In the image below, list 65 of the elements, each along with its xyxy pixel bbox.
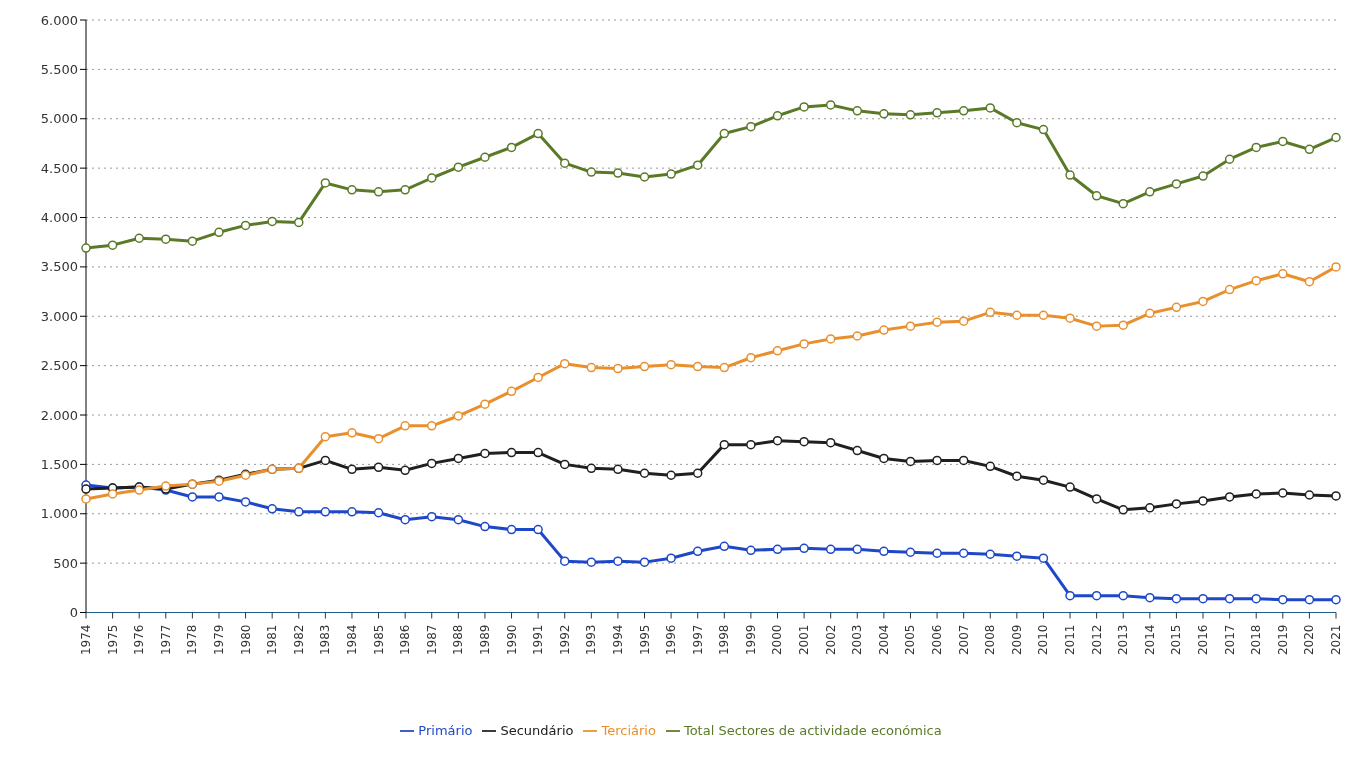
x-tick-label: 1991 [531, 624, 546, 656]
x-tick-label: 2011 [1063, 624, 1078, 656]
x-tick-label: 2012 [1089, 624, 1104, 656]
x-tick-label: 1983 [318, 624, 333, 656]
x-tick-label: 1988 [451, 624, 466, 656]
x-tick-label: 1974 [79, 624, 93, 656]
x-tick-label: 2018 [1249, 624, 1264, 656]
y-tick-label: 500 [53, 555, 78, 571]
y-tick-label: 1.000 [40, 506, 78, 522]
x-tick-label: 1979 [211, 624, 226, 656]
x-tick-label: 1999 [743, 624, 758, 656]
x-tick-label: 2009 [1009, 624, 1024, 656]
x-tick-label: 1986 [398, 624, 413, 656]
x-tick-label: 1994 [610, 624, 625, 656]
x-tick-label: 1985 [371, 624, 386, 656]
legend-label: Terciário [601, 722, 656, 738]
x-tick-label: 2007 [956, 624, 971, 656]
x-tick-label: 1980 [238, 624, 253, 656]
x-tick-label: 1990 [504, 624, 519, 656]
x-tick-label: 2001 [797, 624, 812, 656]
x-tick-label: 2006 [930, 624, 945, 656]
x-tick-label: 1995 [637, 624, 652, 656]
x-tick-label: 1975 [105, 624, 120, 656]
y-tick-label: 2.000 [40, 407, 78, 423]
x-tick-label: 2003 [850, 624, 865, 656]
x-tick-label: 2005 [903, 624, 918, 656]
y-tick-label: 3.000 [40, 308, 78, 324]
x-tick-label: 1996 [664, 624, 679, 656]
y-tick-label: 3.500 [40, 259, 78, 275]
y-tick-label: 5.500 [40, 61, 78, 77]
y-tick-label: 2.500 [40, 358, 78, 374]
x-tick-label: 2000 [770, 624, 785, 656]
x-tick-label: 1982 [291, 624, 306, 656]
x-tick-label: 2015 [1169, 624, 1184, 656]
x-tick-label: 2010 [1036, 624, 1051, 656]
x-tick-label: 2014 [1142, 624, 1157, 656]
x-tick-label: 2017 [1222, 624, 1237, 656]
x-tick-label: 2004 [876, 624, 891, 656]
x-tick-label: 2021 [1329, 624, 1343, 656]
x-tick-label: 2019 [1275, 624, 1290, 656]
x-tick-label: 2016 [1196, 624, 1211, 656]
x-tick-label: 2020 [1302, 624, 1317, 656]
x-tick-label: 1976 [132, 624, 147, 656]
y-tick-label: 1.500 [40, 456, 78, 472]
y-tick-label: 6.000 [40, 12, 78, 28]
y-tick-label: 4.000 [40, 210, 78, 226]
x-tick-label: 1989 [477, 624, 492, 656]
x-tick-label: 1984 [344, 624, 359, 656]
y-tick-label: 5.000 [40, 111, 78, 127]
x-tick-label: 1998 [717, 624, 732, 656]
x-tick-label: 1987 [424, 624, 439, 656]
y-tick-label: 4.500 [40, 160, 78, 176]
x-tick-label: 1992 [557, 624, 572, 656]
legend-label: Secundário [500, 722, 574, 738]
x-tick-label: 1981 [265, 624, 280, 656]
x-tick-label: 2013 [1116, 624, 1131, 656]
y-tick-label: 0 [69, 605, 78, 621]
x-tick-label: 2008 [983, 624, 998, 656]
x-tick-label: 1977 [158, 624, 173, 656]
x-tick-label: 2002 [823, 624, 838, 656]
x-tick-label: 1997 [690, 624, 705, 656]
legend-label: Primário [418, 722, 473, 738]
legend-label: Total Sectores de actividade económica [683, 722, 942, 738]
x-tick-label: 1978 [185, 624, 200, 656]
x-tick-label: 1993 [584, 624, 599, 656]
